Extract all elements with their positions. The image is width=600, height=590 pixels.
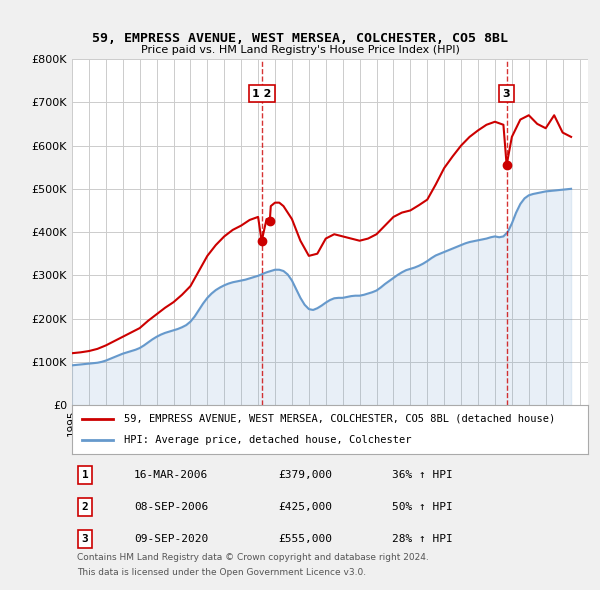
Text: 59, EMPRESS AVENUE, WEST MERSEA, COLCHESTER, CO5 8BL: 59, EMPRESS AVENUE, WEST MERSEA, COLCHES… (92, 32, 508, 45)
Text: Price paid vs. HM Land Registry's House Price Index (HPI): Price paid vs. HM Land Registry's House … (140, 45, 460, 55)
Text: £555,000: £555,000 (278, 534, 332, 544)
Text: 59, EMPRESS AVENUE, WEST MERSEA, COLCHESTER, CO5 8BL (detached house): 59, EMPRESS AVENUE, WEST MERSEA, COLCHES… (124, 414, 555, 424)
Text: £425,000: £425,000 (278, 502, 332, 512)
Text: 3: 3 (82, 534, 88, 544)
Text: 3: 3 (503, 88, 511, 99)
Text: 09-SEP-2020: 09-SEP-2020 (134, 534, 208, 544)
Text: 08-SEP-2006: 08-SEP-2006 (134, 502, 208, 512)
Text: 1: 1 (82, 470, 88, 480)
Text: This data is licensed under the Open Government Licence v3.0.: This data is licensed under the Open Gov… (77, 568, 366, 577)
Text: 16-MAR-2006: 16-MAR-2006 (134, 470, 208, 480)
Text: 2: 2 (82, 502, 88, 512)
Text: 50% ↑ HPI: 50% ↑ HPI (392, 502, 452, 512)
Text: £379,000: £379,000 (278, 470, 332, 480)
Text: Contains HM Land Registry data © Crown copyright and database right 2024.: Contains HM Land Registry data © Crown c… (77, 553, 429, 562)
Text: HPI: Average price, detached house, Colchester: HPI: Average price, detached house, Colc… (124, 435, 411, 445)
Text: 1 2: 1 2 (252, 88, 271, 99)
Text: 28% ↑ HPI: 28% ↑ HPI (392, 534, 452, 544)
Text: 36% ↑ HPI: 36% ↑ HPI (392, 470, 452, 480)
